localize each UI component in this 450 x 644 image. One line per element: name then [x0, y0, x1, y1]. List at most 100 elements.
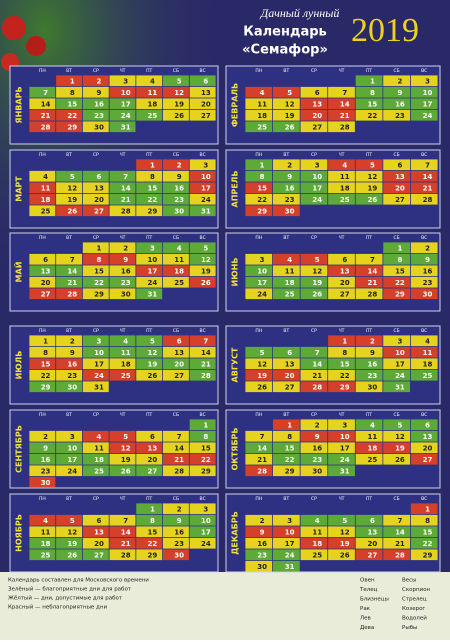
day-cell [410, 242, 438, 254]
day-number: 5 [150, 337, 155, 345]
day-cell [245, 526, 273, 538]
day-cell [56, 253, 83, 265]
day-number: 22 [285, 456, 295, 464]
day-number: 18 [41, 540, 51, 548]
day-cell [82, 242, 109, 254]
day-cell [300, 419, 328, 431]
day-number: 21 [174, 456, 184, 464]
day-cell [109, 170, 136, 182]
day-number: 5 [70, 517, 75, 525]
day-number: 25 [41, 207, 51, 215]
weekday: ПН [39, 235, 46, 241]
day-number: 9 [177, 173, 182, 181]
day-cell [29, 98, 56, 110]
day-number: 7 [315, 349, 320, 357]
day-number: 5 [342, 517, 347, 525]
weekday: СБ [173, 328, 179, 334]
day-cell [328, 465, 355, 477]
day-cell [245, 170, 273, 182]
day-number: 21 [121, 196, 131, 204]
day-cell [56, 430, 83, 442]
day-cell [162, 253, 189, 265]
weekday: ПТ [366, 328, 372, 334]
day-cell [162, 346, 189, 358]
day-cell [355, 430, 383, 442]
day-number: 11 [423, 349, 433, 357]
day-cell [136, 276, 163, 288]
day-cell [245, 514, 273, 526]
day-number: 8 [43, 349, 48, 357]
day-cell [383, 419, 411, 431]
day-number: 14 [174, 444, 184, 452]
day-number: 18 [285, 279, 295, 287]
zodiac-name: Рак [360, 606, 371, 612]
weekday: ЧТ [339, 68, 345, 74]
day-cell [29, 465, 56, 477]
day-number: 21 [395, 540, 405, 548]
day-number: 3 [287, 517, 292, 525]
day-number: 20 [148, 456, 158, 464]
day-cell [272, 265, 300, 277]
day-cell [272, 419, 300, 431]
day-number: 31 [395, 383, 405, 391]
day-cell [189, 276, 216, 288]
day-cell [29, 526, 56, 538]
day-cell [162, 514, 189, 526]
weekday: ВТ [283, 496, 289, 502]
day-number: 30 [174, 207, 184, 215]
legend-panel [0, 572, 450, 640]
day-number: 8 [70, 89, 75, 97]
day-cell [82, 442, 109, 454]
weekday: ВТ [66, 68, 72, 74]
day-number: 24 [148, 279, 158, 287]
day-number: 15 [94, 267, 104, 275]
day-cell [189, 253, 216, 265]
day-number: 27 [395, 196, 405, 204]
day-cell [82, 109, 109, 121]
day-number: 24 [94, 372, 104, 380]
day-cell [82, 358, 109, 370]
day-cell [162, 537, 189, 549]
day-number: 1 [203, 421, 208, 429]
day-number: 20 [94, 196, 104, 204]
day-cell [328, 276, 355, 288]
day-cell [245, 381, 273, 393]
day-cell [245, 86, 273, 98]
day-cell [245, 346, 273, 358]
day-cell [355, 537, 383, 549]
day-cell [245, 549, 273, 561]
day-number: 4 [287, 256, 292, 264]
day-number: 14 [340, 100, 350, 108]
day-cell [272, 109, 300, 121]
day-cell [272, 98, 300, 110]
day-cell [383, 182, 411, 194]
day-number: 21 [257, 456, 267, 464]
day-number: 20 [201, 100, 211, 108]
day-cell [300, 549, 328, 561]
day-number: 18 [257, 112, 267, 120]
weekday: ПТ [146, 152, 152, 158]
day-cell [29, 193, 56, 205]
day-number: 1 [70, 77, 75, 85]
weekday: ЧТ [120, 68, 126, 74]
day-cell [355, 276, 383, 288]
day-number: 5 [70, 173, 75, 181]
day-cell [136, 75, 163, 87]
day-cell [56, 358, 83, 370]
day-number: 26 [312, 290, 322, 298]
day-cell [162, 276, 189, 288]
day-number: 19 [148, 360, 158, 368]
day-number: 20 [312, 112, 322, 120]
berry [2, 16, 26, 40]
day-cell [300, 159, 328, 171]
day-cell [355, 526, 383, 538]
day-number: 28 [395, 551, 405, 559]
day-number: 11 [41, 184, 51, 192]
day-number: 3 [150, 244, 155, 252]
day-cell [300, 537, 328, 549]
day-cell [109, 121, 136, 133]
day-number: 2 [177, 505, 182, 513]
day-cell [272, 276, 300, 288]
